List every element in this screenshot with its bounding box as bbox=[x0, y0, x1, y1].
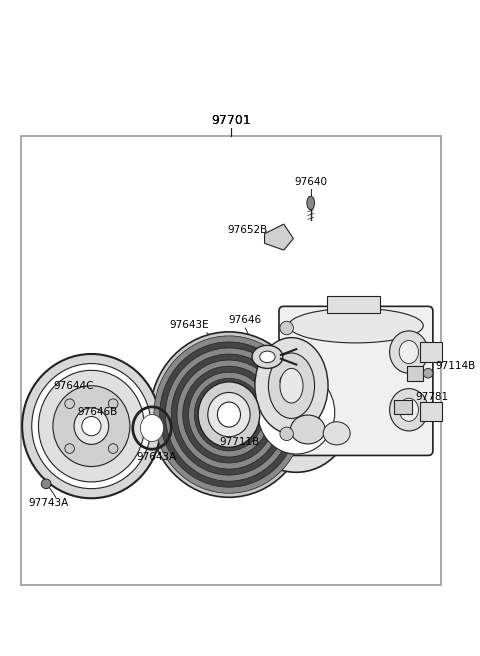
Ellipse shape bbox=[399, 340, 419, 363]
Ellipse shape bbox=[288, 308, 423, 343]
Ellipse shape bbox=[53, 386, 130, 466]
Ellipse shape bbox=[41, 479, 51, 489]
Ellipse shape bbox=[258, 371, 335, 454]
Ellipse shape bbox=[280, 374, 293, 388]
Ellipse shape bbox=[399, 398, 419, 421]
Ellipse shape bbox=[22, 354, 161, 499]
Ellipse shape bbox=[38, 371, 144, 482]
Polygon shape bbox=[407, 365, 423, 381]
Ellipse shape bbox=[194, 379, 264, 451]
Ellipse shape bbox=[189, 372, 269, 457]
Ellipse shape bbox=[160, 342, 298, 487]
Ellipse shape bbox=[280, 427, 293, 441]
Text: 97781: 97781 bbox=[416, 392, 449, 402]
Ellipse shape bbox=[166, 348, 292, 481]
Text: 97646: 97646 bbox=[229, 316, 262, 325]
Text: 97743A: 97743A bbox=[29, 498, 69, 508]
Ellipse shape bbox=[390, 331, 428, 373]
Polygon shape bbox=[264, 224, 293, 250]
Ellipse shape bbox=[260, 351, 275, 363]
Text: 97643E: 97643E bbox=[170, 320, 209, 330]
Ellipse shape bbox=[150, 332, 308, 497]
Bar bbox=[420, 402, 442, 421]
Bar bbox=[327, 296, 380, 313]
Text: 97640: 97640 bbox=[294, 176, 327, 187]
Bar bbox=[21, 136, 441, 585]
Ellipse shape bbox=[208, 392, 250, 437]
Ellipse shape bbox=[32, 363, 151, 489]
Ellipse shape bbox=[323, 422, 350, 445]
Text: 97646B: 97646B bbox=[77, 407, 117, 417]
Ellipse shape bbox=[390, 388, 428, 431]
Ellipse shape bbox=[268, 353, 314, 419]
Text: 97644C: 97644C bbox=[53, 380, 94, 391]
Ellipse shape bbox=[74, 408, 108, 444]
Text: 97701: 97701 bbox=[211, 113, 251, 127]
Ellipse shape bbox=[141, 415, 164, 441]
Polygon shape bbox=[395, 400, 412, 414]
Ellipse shape bbox=[255, 338, 328, 434]
Ellipse shape bbox=[280, 369, 303, 403]
Text: 97701: 97701 bbox=[211, 113, 251, 127]
Ellipse shape bbox=[217, 402, 240, 427]
Ellipse shape bbox=[65, 399, 74, 409]
Ellipse shape bbox=[240, 353, 352, 472]
Ellipse shape bbox=[252, 345, 283, 369]
Ellipse shape bbox=[108, 443, 118, 453]
Ellipse shape bbox=[290, 415, 325, 444]
Ellipse shape bbox=[82, 417, 101, 436]
Ellipse shape bbox=[198, 382, 260, 447]
Ellipse shape bbox=[183, 366, 275, 463]
Ellipse shape bbox=[307, 196, 314, 210]
Ellipse shape bbox=[154, 336, 304, 493]
Ellipse shape bbox=[423, 369, 433, 378]
Text: 97652B: 97652B bbox=[227, 225, 267, 235]
Ellipse shape bbox=[171, 354, 287, 475]
Text: 97711B: 97711B bbox=[219, 438, 260, 447]
Ellipse shape bbox=[65, 443, 74, 453]
Ellipse shape bbox=[280, 321, 293, 335]
Text: 97114B: 97114B bbox=[436, 361, 476, 371]
Ellipse shape bbox=[108, 399, 118, 409]
Ellipse shape bbox=[200, 384, 258, 445]
Bar bbox=[420, 342, 442, 361]
FancyBboxPatch shape bbox=[279, 306, 433, 455]
Ellipse shape bbox=[177, 360, 281, 469]
Text: 97643A: 97643A bbox=[137, 452, 177, 462]
